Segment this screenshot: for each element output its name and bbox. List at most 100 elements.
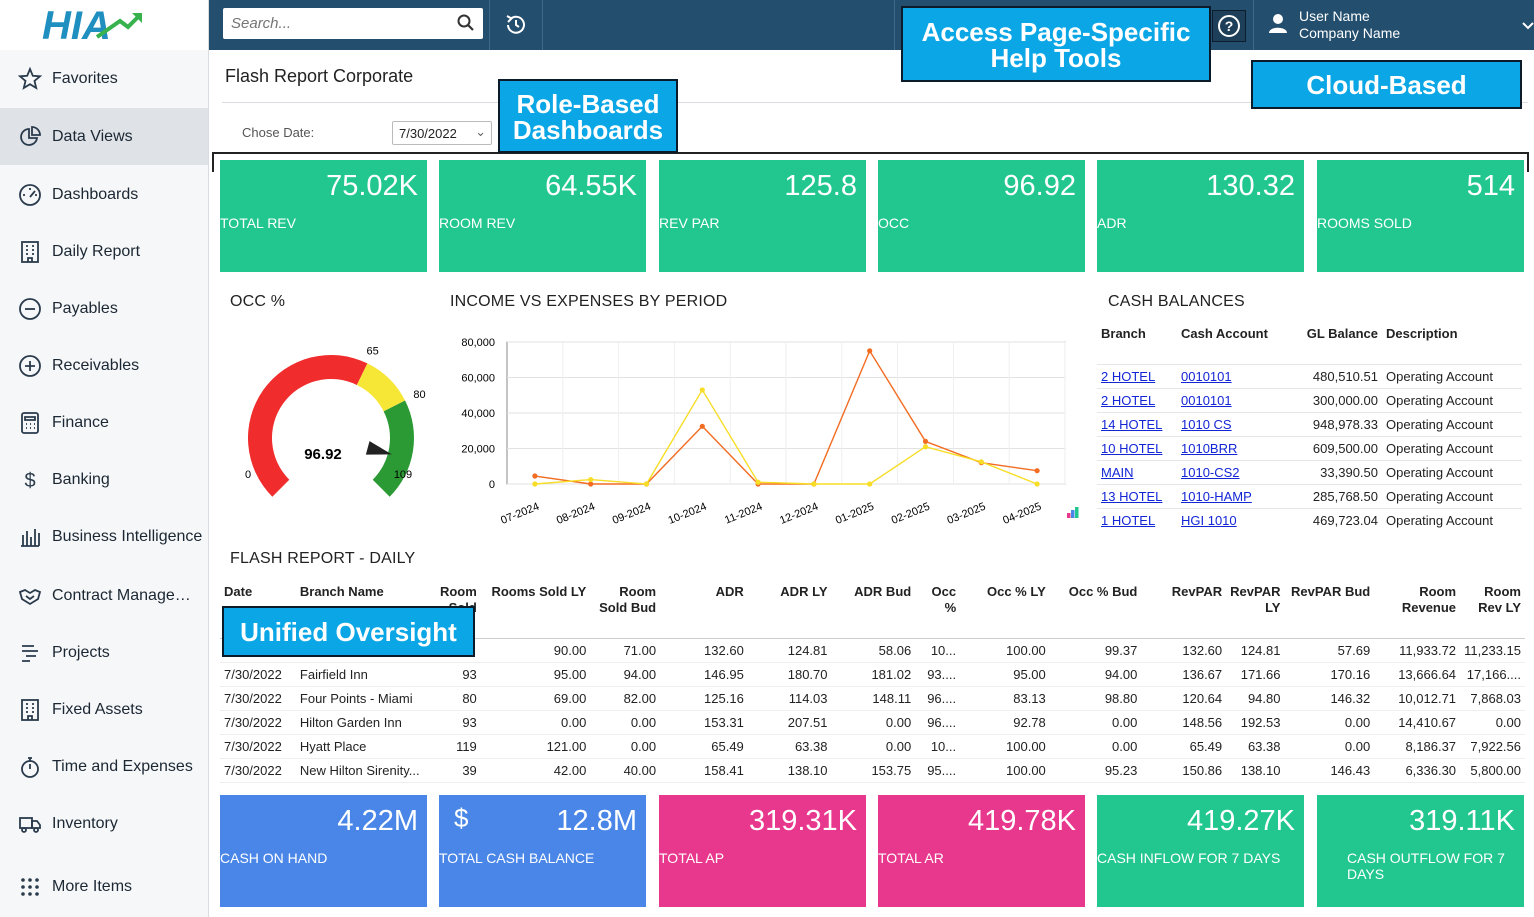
data-point-expenses[interactable] bbox=[1034, 481, 1040, 487]
account-link[interactable]: 0010101 bbox=[1181, 392, 1232, 408]
history-icon[interactable] bbox=[503, 12, 529, 43]
kpi-cash-outflow-for-7-days[interactable]: 319.11K CASH OUTFLOW FOR 7 DAYS bbox=[1317, 795, 1524, 907]
cell-date: 7/30/2022 bbox=[220, 662, 296, 687]
kpi-cash-inflow-for-7-days[interactable]: 419.27K CASH INFLOW FOR 7 DAYS bbox=[1097, 795, 1304, 907]
kpi-total-ar[interactable]: 419.78K TOTAL AR bbox=[878, 795, 1085, 907]
table-row: 7/30/2022 New Hilton Sirenity... 39 42.00 40… bbox=[220, 758, 1525, 783]
table-row: 10 HOTEL 1010BRR 609,500.00 Operating Accou… bbox=[1097, 435, 1522, 460]
sidebar-item-daily-report[interactable]: Daily Report bbox=[0, 223, 208, 280]
kpi-occ[interactable]: 96.92 OCC bbox=[878, 160, 1085, 272]
data-point-income[interactable] bbox=[588, 481, 594, 487]
account-link[interactable]: 1010 CS bbox=[1181, 416, 1232, 432]
search-box[interactable] bbox=[223, 8, 483, 39]
sidebar-item-fixed-assets[interactable]: Fixed Assets bbox=[0, 681, 208, 738]
gantt-icon bbox=[17, 640, 43, 666]
sidebar-item-time-and-expenses[interactable]: Time and Expenses bbox=[0, 738, 208, 795]
chart-legend-icon[interactable] bbox=[1067, 507, 1079, 518]
cell-room-sold: 39 bbox=[432, 758, 481, 783]
kpi-value: 419.27K bbox=[1186, 805, 1295, 837]
gauge-title: OCC % bbox=[230, 293, 286, 310]
kpi-total-cash-balance[interactable]: $12.8M TOTAL CASH BALANCE bbox=[439, 795, 646, 907]
x-tick-label: 03-2025 bbox=[945, 501, 987, 527]
cell-occ-ly: 92.78 bbox=[960, 710, 1050, 735]
kpi-rooms-sold[interactable]: 514 ROOMS SOLD bbox=[1317, 160, 1524, 272]
data-point-expenses[interactable] bbox=[978, 459, 984, 465]
cell-adr-bud: 153.75 bbox=[831, 758, 916, 783]
branch-link[interactable]: 1 HOTEL bbox=[1101, 512, 1156, 528]
logo[interactable]: HIA bbox=[0, 0, 208, 50]
data-point-expenses[interactable] bbox=[755, 479, 761, 485]
gl-balance: 33,390.50 bbox=[1282, 459, 1382, 484]
data-point-income[interactable] bbox=[699, 423, 705, 429]
account-link[interactable]: HGI 1010 bbox=[1181, 512, 1237, 528]
sidebar-item-label: Business Intelligence bbox=[52, 527, 203, 545]
sidebar-item-payables[interactable]: Payables bbox=[0, 280, 208, 337]
sidebar: HIA Favorites Data Views Dashboards Daily R… bbox=[0, 0, 209, 917]
cell-rooms-sold-ly: 90.00 bbox=[480, 638, 591, 663]
kpi-cash-on-hand[interactable]: 4.22M CASH ON HAND bbox=[220, 795, 427, 907]
sidebar-item-data-views[interactable]: Data Views bbox=[0, 108, 208, 165]
branch-link[interactable]: MAIN bbox=[1101, 464, 1134, 480]
sidebar-item-banking[interactable]: $ Banking bbox=[0, 451, 208, 508]
col-occ: Occ % bbox=[915, 580, 961, 639]
cash-table-wrap[interactable]: Branch Cash Account GL Balance Descripti… bbox=[1097, 324, 1527, 529]
account-link[interactable]: 1010BRR bbox=[1181, 440, 1238, 456]
sidebar-item-label: Banking bbox=[52, 470, 110, 488]
account-link[interactable]: 0010101 bbox=[1181, 368, 1232, 384]
data-point-expenses[interactable] bbox=[699, 387, 705, 393]
chevron-down-icon[interactable] bbox=[1521, 18, 1534, 36]
description: Operating Account bbox=[1382, 459, 1522, 484]
kpi-room-rev[interactable]: 64.55K ROOM REV bbox=[439, 160, 646, 272]
data-point-income[interactable] bbox=[1034, 468, 1040, 474]
sidebar-item-finance[interactable]: Finance bbox=[0, 394, 208, 451]
user-menu[interactable]: User Name Company Name bbox=[1255, 0, 1534, 50]
search-input[interactable] bbox=[223, 8, 443, 39]
kpi-adr[interactable]: 130.32 ADR bbox=[1097, 160, 1304, 272]
date-select[interactable]: 7/30/2022 ⌄ bbox=[392, 121, 492, 145]
cell-occ: 96.... bbox=[915, 710, 961, 735]
sidebar-item-contract-management[interactable]: Contract Management bbox=[0, 567, 208, 624]
col-cash: Cash Account bbox=[1181, 326, 1268, 341]
data-point-income[interactable] bbox=[867, 348, 873, 354]
cell-adr: 125.16 bbox=[660, 686, 748, 711]
sidebar-item-more-items[interactable]: More Items bbox=[0, 858, 208, 915]
branch-link[interactable]: 14 HOTEL bbox=[1101, 416, 1163, 432]
help-icon: ? bbox=[1218, 15, 1240, 37]
data-point-expenses[interactable] bbox=[588, 476, 594, 483]
data-point-expenses[interactable] bbox=[867, 481, 873, 487]
gauge-band-red bbox=[248, 355, 368, 497]
cell-room-sold-bud: 94.00 bbox=[590, 662, 661, 687]
callout-unified: Unified Oversight bbox=[222, 606, 475, 657]
building-icon bbox=[17, 697, 43, 723]
search-icon[interactable] bbox=[457, 14, 475, 37]
branch-link[interactable]: 2 HOTEL bbox=[1101, 392, 1156, 408]
sidebar-item-projects[interactable]: Projects bbox=[0, 624, 208, 681]
data-point-expenses[interactable] bbox=[532, 481, 538, 487]
branch-link[interactable]: 2 HOTEL bbox=[1101, 368, 1156, 384]
stopwatch-icon bbox=[17, 754, 43, 780]
kpi-total-ap[interactable]: 319.31K TOTAL AP bbox=[659, 795, 866, 907]
data-point-expenses[interactable] bbox=[811, 481, 817, 487]
sidebar-item-receivables[interactable]: Receivables bbox=[0, 337, 208, 394]
y-tick-label: 20,000 bbox=[461, 444, 495, 456]
data-point-income[interactable] bbox=[532, 473, 538, 479]
help-button[interactable]: ? bbox=[1212, 10, 1246, 42]
kpi-rev-par[interactable]: 125.8 REV PAR bbox=[659, 160, 866, 272]
sidebar-item-label: Receivables bbox=[52, 356, 140, 374]
sidebar-item-inventory[interactable]: Inventory bbox=[0, 795, 208, 852]
sidebar-item-business-intelligence[interactable]: Business Intelligence bbox=[0, 508, 208, 565]
data-point-income[interactable] bbox=[922, 438, 929, 444]
table-row: 7/30/2022 Fairfield Inn 93 95.00 94.00 146.95… bbox=[220, 662, 1525, 687]
branch-link[interactable]: 10 HOTEL bbox=[1101, 440, 1163, 456]
cell-room-revenue: 14,410.67 bbox=[1374, 710, 1461, 735]
sidebar-item-favorites[interactable]: Favorites bbox=[0, 50, 208, 107]
account-link[interactable]: 1010-CS2 bbox=[1181, 464, 1240, 480]
cash-table: Branch Cash Account GL Balance Descripti… bbox=[1097, 324, 1522, 529]
kpi-total-rev[interactable]: 75.02K TOTAL REV bbox=[220, 160, 427, 272]
data-point-expenses[interactable] bbox=[922, 444, 929, 450]
sidebar-item-dashboards[interactable]: Dashboards bbox=[0, 166, 208, 223]
calculator-icon bbox=[17, 410, 43, 436]
branch-link[interactable]: 13 HOTEL bbox=[1101, 488, 1163, 504]
data-point-expenses[interactable] bbox=[643, 481, 650, 487]
account-link[interactable]: 1010-HAMP bbox=[1181, 488, 1252, 504]
